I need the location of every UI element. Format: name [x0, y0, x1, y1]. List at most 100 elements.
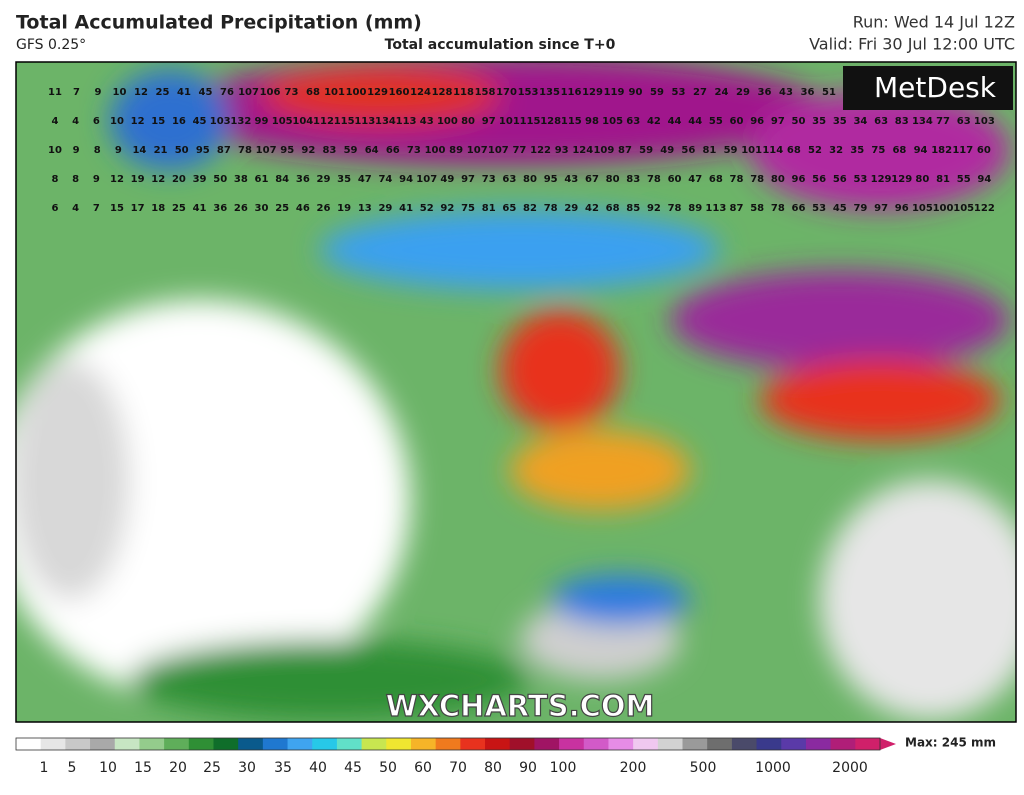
grid-value: 97	[482, 116, 496, 127]
grid-value: 182	[931, 145, 952, 156]
grid-value: 4	[52, 116, 59, 127]
colorbar-swatch	[16, 738, 42, 750]
grid-value: 64	[365, 145, 379, 156]
grid-value: 50	[175, 145, 189, 156]
colorbar-swatch	[731, 738, 758, 750]
grid-value: 113	[705, 203, 726, 214]
grid-value: 45	[199, 87, 213, 98]
grid-value: 63	[626, 116, 640, 127]
colorbar-swatch	[707, 738, 733, 750]
colorbar-swatch	[139, 738, 165, 750]
grid-value: 56	[833, 174, 847, 185]
grid-value: 134	[375, 116, 396, 127]
grid-value: 92	[440, 203, 454, 214]
grid-value: 103	[974, 116, 995, 127]
grid-value: 4	[72, 203, 79, 214]
grid-value: 95	[196, 145, 210, 156]
grid-value: 78	[238, 145, 252, 156]
valid: Valid: Fri 30 Jul 12:00 UTC	[809, 35, 1015, 54]
run: Run: Wed 14 Jul 12Z	[853, 13, 1015, 32]
colorbar-label: 100	[550, 760, 577, 776]
grid-value: 89	[688, 203, 702, 214]
grid-value: 94	[399, 174, 413, 185]
grid-value: 81	[482, 203, 496, 214]
colorbar-swatch	[534, 738, 560, 750]
colorbar-label: 45	[344, 760, 362, 776]
grid-value: 45	[833, 203, 847, 214]
grid-value: 59	[724, 145, 738, 156]
grid-value: 53	[812, 203, 826, 214]
grid-value: 160	[389, 87, 410, 98]
grid-value: 63	[957, 116, 971, 127]
grid-value: 66	[386, 145, 400, 156]
grid-value: 114	[762, 145, 783, 156]
grid-value: 60	[977, 145, 991, 156]
grid-value: 115	[520, 116, 541, 127]
colorbar-swatch	[188, 738, 214, 750]
grid-value: 41	[177, 87, 191, 98]
grid-value: 129	[871, 174, 892, 185]
grid-value: 73	[407, 145, 421, 156]
grid-value: 85	[626, 203, 640, 214]
grid-value: 10	[110, 116, 124, 127]
grid-value: 101	[741, 145, 762, 156]
watermark: WXCHARTS.COM	[386, 689, 655, 723]
grid-value: 105	[953, 203, 974, 214]
colorbar-swatch	[608, 738, 634, 750]
grid-value: 12	[151, 174, 165, 185]
grid-value: 80	[523, 174, 537, 185]
colorbar-label: 500	[690, 760, 717, 776]
colorbar-swatch	[435, 738, 461, 750]
grid-value: 75	[461, 203, 475, 214]
grid-value: 52	[420, 203, 434, 214]
grid-value: 134	[912, 116, 933, 127]
grid-value: 41	[193, 203, 207, 214]
grid-value: 66	[792, 203, 806, 214]
colorbar-label: 60	[414, 760, 432, 776]
grid-value: 81	[702, 145, 716, 156]
grid-value: 80	[461, 116, 475, 127]
grid-value: 76	[220, 87, 234, 98]
grid-value: 59	[650, 87, 664, 98]
grid-value: 115	[561, 116, 582, 127]
grid-value: 30	[255, 203, 269, 214]
colorbar-label: 5	[68, 760, 77, 776]
colorbar-swatch	[114, 738, 140, 750]
grid-value: 90	[629, 87, 643, 98]
grid-value: 45	[193, 116, 207, 127]
grid-value: 43	[779, 87, 793, 98]
grid-value: 128	[432, 87, 453, 98]
grid-value: 80	[771, 174, 785, 185]
grid-value: 103	[210, 116, 231, 127]
grid-value: 107	[488, 145, 509, 156]
grid-value: 104	[292, 116, 313, 127]
map: 11 7 9 10 12 25 41 45 76 107 106 73 68 101 100 129 160 12…	[16, 62, 1016, 723]
grid-value: 128	[540, 116, 561, 127]
grid-value: 36	[801, 87, 815, 98]
grid-value: 44	[668, 116, 682, 127]
grid-value: 60	[730, 116, 744, 127]
grid-value: 24	[715, 87, 729, 98]
grid-value: 78	[544, 203, 558, 214]
grid-value: 29	[378, 203, 392, 214]
grid-value: 68	[306, 87, 320, 98]
colorbar-swatch	[164, 738, 190, 750]
colorbar-frame	[15, 737, 881, 751]
colorbar-swatch	[386, 738, 412, 750]
colorbar-label: 1	[40, 760, 49, 776]
colorbar-swatch	[336, 738, 363, 750]
title: Total Accumulated Precipitation (mm)	[16, 12, 422, 34]
colorbar-swatch	[805, 738, 832, 750]
grid-value: 16	[172, 116, 186, 127]
grid-value: 10	[113, 87, 127, 98]
grid-value: 153	[518, 87, 539, 98]
grid-value: 95	[544, 174, 558, 185]
colorbar-swatch	[312, 738, 338, 750]
grid-value: 115	[334, 116, 355, 127]
grid-value: 87	[618, 145, 632, 156]
colorbar-swatch	[485, 738, 511, 750]
grid-value: 41	[399, 203, 413, 214]
grid-value: 4	[72, 116, 79, 127]
grid-value: 105	[912, 203, 933, 214]
